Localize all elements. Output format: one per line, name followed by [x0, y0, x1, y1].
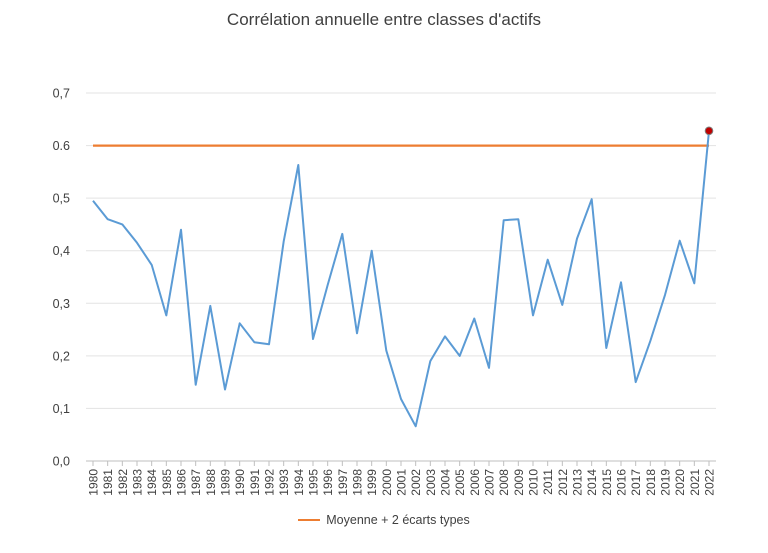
x-tick-label: 1988	[204, 469, 218, 496]
y-tick-label: 0,3	[53, 297, 70, 311]
x-tick-label: 1992	[263, 469, 277, 496]
x-tick-label: 2014	[585, 469, 599, 496]
legend-label-mean-2sd: Moyenne + 2 écarts types	[326, 513, 470, 527]
annual-correlation-line	[92, 130, 710, 428]
x-tick-label: 2021	[688, 469, 702, 496]
x-tick-label: 2010	[527, 469, 541, 496]
x-tick-label: 2015	[600, 469, 614, 496]
x-tick-label: 2019	[659, 469, 673, 496]
x-tick-label: 1999	[365, 469, 379, 496]
x-tick-label: 1980	[87, 469, 101, 496]
x-tick-label: 2011	[541, 469, 555, 495]
x-tick-label: 2007	[483, 469, 497, 496]
x-tick-label: 2013	[571, 469, 585, 496]
y-tick-label: 0.6	[53, 139, 70, 153]
x-tick-label: 1989	[219, 469, 233, 496]
x-tick-label: 2016	[615, 469, 629, 496]
y-tick-label: 0,0	[53, 455, 70, 469]
x-tick-label: 2009	[512, 469, 526, 496]
x-tick-label: 1981	[101, 469, 115, 496]
legend-swatch-mean-2sd	[298, 518, 321, 521]
x-tick-label: 2003	[424, 469, 438, 496]
x-tick-label: 1995	[307, 469, 321, 496]
highlight-marker-2022	[704, 126, 714, 136]
y-tick-label: 0,7	[53, 87, 70, 101]
y-tick-label: 0,5	[53, 192, 70, 206]
series-lines	[92, 126, 714, 428]
x-tick-label: 2022	[703, 469, 717, 496]
x-tick-label: 2006	[468, 469, 482, 496]
x-tick-label: 1982	[116, 469, 130, 496]
x-tick-label: 1986	[175, 469, 189, 496]
y-tick-label: 0,1	[53, 402, 70, 416]
x-tick-label: 2020	[673, 469, 687, 496]
x-tick-label: 1985	[160, 469, 174, 496]
x-tick-label: 1998	[351, 469, 365, 496]
x-tick-label: 2001	[395, 469, 409, 496]
x-tick-label: 1997	[336, 469, 350, 496]
x-tick-label: 1993	[277, 469, 291, 496]
y-tick-label: 0,2	[53, 349, 70, 363]
y-axis-ticks: 0,0 0,1 0,2 0,3 0,4 0,5 0.6 0,7	[53, 87, 70, 469]
x-tick-label: 2018	[644, 469, 658, 496]
x-tick-label: 1996	[321, 469, 335, 496]
x-tick-label: 2004	[439, 469, 453, 496]
x-tick-label: 2005	[453, 469, 467, 496]
x-tick-label: 2002	[409, 469, 423, 496]
x-tick-label: 2012	[556, 469, 570, 496]
x-tick-label: 2017	[629, 469, 643, 496]
x-tick-label: 1990	[233, 469, 247, 496]
x-tick-label: 1987	[189, 469, 203, 496]
x-axis-ticks: 1980 1981 1982 1983 1984 1985 1986 1987 1988 1989…	[87, 461, 717, 496]
legend: Moyenne + 2 écarts types	[0, 513, 768, 527]
y-tick-label: 0,4	[53, 244, 70, 258]
x-tick-label: 1994	[292, 469, 306, 496]
x-tick-label: 1991	[248, 469, 262, 496]
chart-title: Corrélation annuelle entre classes d'act…	[226, 10, 542, 29]
x-tick-label: 1984	[145, 469, 159, 496]
x-tick-label: 2000	[380, 469, 394, 496]
x-tick-label: 1983	[131, 469, 145, 496]
x-tick-label: 2008	[497, 469, 511, 496]
gridlines	[86, 92, 716, 462]
